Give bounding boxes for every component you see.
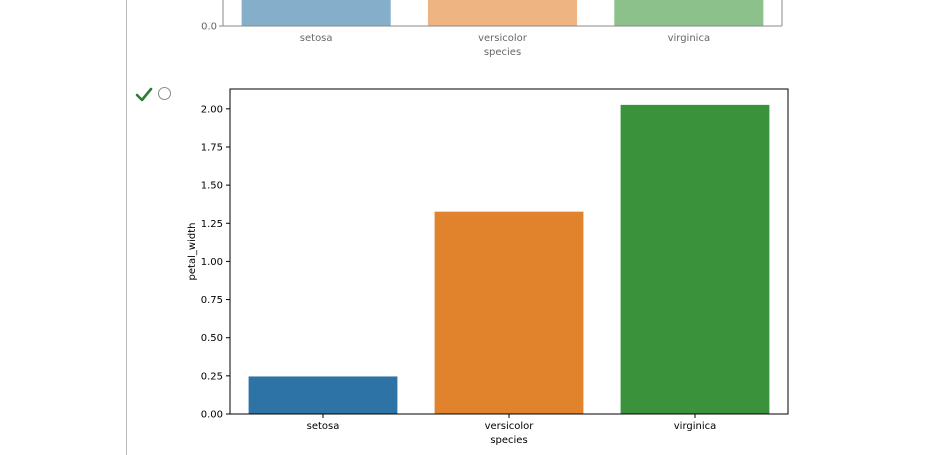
y-tick-label: 1.75 bbox=[201, 142, 223, 153]
top-x-tick-label: versicolor bbox=[478, 33, 528, 44]
bar-setosa bbox=[248, 376, 398, 414]
top-bar-versicolor bbox=[427, 0, 578, 26]
bar-versicolor bbox=[434, 211, 584, 414]
top-x-tick-label: setosa bbox=[300, 33, 333, 44]
y-axis-label: petal_width bbox=[187, 223, 198, 281]
top-partial-chart: setosa versicolor virginica 0.0 species bbox=[201, 0, 783, 58]
plot-frame bbox=[229, 88, 789, 415]
x-tick-label-virginica: virginica bbox=[674, 421, 717, 432]
bar-virginica bbox=[620, 104, 770, 415]
petal-width-bar-chart: setosa versicolor virginica 0.00 0.25 0.50 0.7… bbox=[187, 88, 789, 446]
y-tick-label: 1.00 bbox=[201, 257, 223, 268]
top-bar-setosa bbox=[241, 0, 391, 26]
y-tick-label: 2.00 bbox=[201, 104, 223, 115]
top-y-tick-label: 0.0 bbox=[201, 22, 217, 33]
cell-left-border bbox=[126, 0, 127, 455]
y-tick-label: 1.50 bbox=[201, 181, 223, 192]
radio-circle-icon[interactable] bbox=[158, 87, 171, 100]
y-tick-label: 0.50 bbox=[201, 333, 223, 344]
top-x-axis-label: species bbox=[484, 47, 521, 58]
check-icon bbox=[135, 87, 153, 102]
top-x-tick-label: virginica bbox=[668, 33, 711, 44]
x-tick-label-versicolor: versicolor bbox=[485, 421, 535, 432]
x-axis-label: species bbox=[490, 435, 527, 446]
y-tick-label: 0.00 bbox=[201, 410, 223, 421]
x-tick-label-setosa: setosa bbox=[307, 421, 340, 432]
y-tick-label: 1.25 bbox=[201, 219, 223, 230]
top-bar-virginica bbox=[614, 0, 764, 26]
y-tick-label: 0.75 bbox=[201, 295, 223, 306]
y-tick-label: 0.25 bbox=[201, 371, 223, 382]
